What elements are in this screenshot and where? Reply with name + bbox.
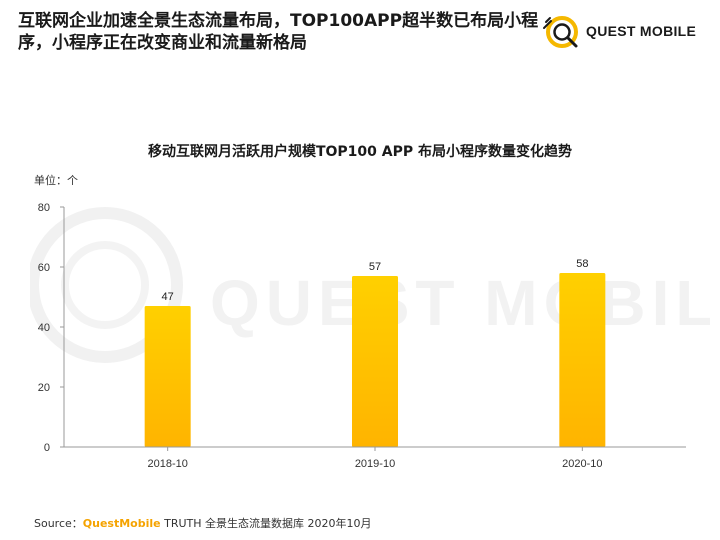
page-headline: 互联网企业加速全景生态流量布局，TOP100APP超半数已布局小程序，小程序正在… (18, 11, 539, 53)
chart-title: 移动互联网月活跃用户规模TOP100 APP 布局小程序数量变化趋势 (147, 144, 573, 160)
x-tick-label: 2019-10 (355, 458, 395, 470)
bar-2019-10 (352, 276, 398, 447)
bar-value-label: 58 (576, 258, 588, 270)
quest-mobile-logo-icon (543, 16, 578, 48)
x-tick-label: 2018-10 (147, 458, 187, 470)
bar-value-label: 57 (369, 261, 381, 273)
x-tick-label: 2020-10 (562, 458, 602, 470)
logo-text: QUEST MOBILE (586, 23, 697, 39)
y-tick-label: 40 (38, 322, 50, 334)
unit-label: 单位：个 (34, 174, 78, 187)
source-suffix: TRUTH 全景生态流量数据库 2020年10月 (160, 517, 372, 530)
source-note: Source：QuestMobile TRUTH 全景生态流量数据库 2020年… (34, 515, 372, 531)
bar-2018-10 (144, 306, 191, 447)
y-tick-label: 60 (38, 262, 50, 274)
y-tick-label: 20 (38, 382, 50, 394)
quest-mobile-logo: QUEST MOBILE (542, 12, 712, 52)
source-brand: QuestMobile (82, 517, 161, 530)
y-tick-label: 0 (44, 442, 50, 454)
bar-chart: 0 20 40 60 80 47 57 58 2018-10 2019-10 2020-10 (38, 202, 686, 470)
bar-value-label: 47 (162, 291, 174, 303)
source-prefix: Source： (34, 517, 83, 530)
y-tick-label: 80 (38, 202, 50, 214)
bar-2020-10 (559, 273, 606, 447)
